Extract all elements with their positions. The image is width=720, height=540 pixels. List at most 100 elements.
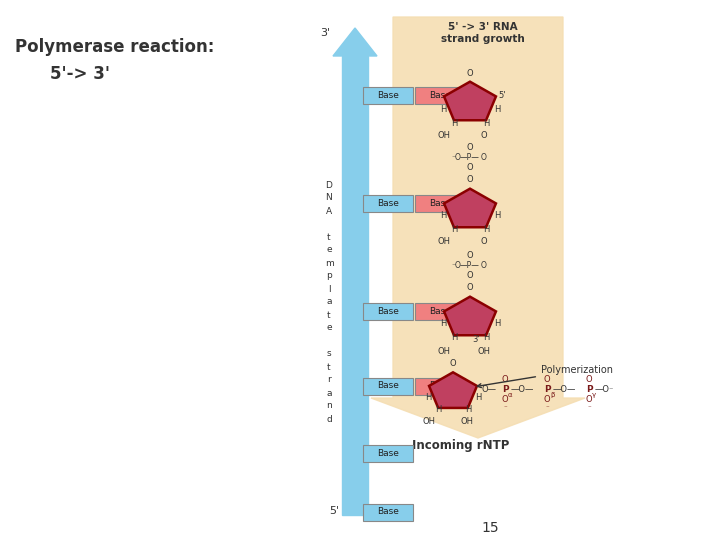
Text: strand growth: strand growth xyxy=(441,34,525,44)
Text: 3': 3' xyxy=(472,335,480,345)
Text: 15: 15 xyxy=(481,521,499,535)
Text: H: H xyxy=(483,118,489,127)
Text: Base: Base xyxy=(377,91,399,99)
Text: O: O xyxy=(467,69,473,78)
Bar xyxy=(363,377,413,395)
Polygon shape xyxy=(371,17,585,438)
Text: Base: Base xyxy=(377,199,399,207)
Bar xyxy=(363,444,413,462)
Text: OH: OH xyxy=(423,417,436,427)
Text: H: H xyxy=(435,406,441,415)
Text: —P—: —P— xyxy=(460,260,480,269)
Text: O: O xyxy=(481,260,487,269)
Bar xyxy=(415,86,465,104)
Text: ⁻: ⁻ xyxy=(503,405,507,411)
Bar xyxy=(363,86,413,104)
Text: 3': 3' xyxy=(320,28,330,38)
Text: O: O xyxy=(502,395,508,404)
Text: —P—: —P— xyxy=(460,153,480,163)
Text: H: H xyxy=(451,334,457,342)
Text: H: H xyxy=(451,118,457,127)
Text: m: m xyxy=(325,259,333,267)
Text: H: H xyxy=(440,320,446,328)
Text: O—: O— xyxy=(481,386,496,395)
Text: ⁻: ⁻ xyxy=(587,405,591,411)
Text: O: O xyxy=(467,251,473,260)
Text: H: H xyxy=(483,226,489,234)
Text: p: p xyxy=(326,272,332,280)
Text: 5': 5' xyxy=(498,91,505,99)
Text: O: O xyxy=(450,360,456,368)
Text: t: t xyxy=(327,362,330,372)
Text: n: n xyxy=(326,402,332,410)
Polygon shape xyxy=(429,372,477,408)
Text: r: r xyxy=(327,375,331,384)
Bar xyxy=(363,503,413,521)
Text: Incoming rNTP: Incoming rNTP xyxy=(413,438,510,451)
Text: N: N xyxy=(325,193,333,202)
Text: H: H xyxy=(440,212,446,220)
Text: α: α xyxy=(508,392,513,398)
Text: e: e xyxy=(326,323,332,333)
Bar xyxy=(415,194,465,212)
Text: ⁻O: ⁻O xyxy=(451,260,461,269)
Text: 5'-> 3': 5'-> 3' xyxy=(50,65,110,83)
Text: OH: OH xyxy=(438,238,451,246)
Text: O: O xyxy=(481,131,487,139)
Text: Base: Base xyxy=(429,91,451,99)
Text: O: O xyxy=(544,375,550,384)
Polygon shape xyxy=(444,188,496,227)
Text: β: β xyxy=(550,392,554,398)
Text: P: P xyxy=(544,386,550,395)
Text: O: O xyxy=(467,176,473,185)
Bar xyxy=(363,302,413,320)
Text: O: O xyxy=(502,375,508,384)
Text: H: H xyxy=(425,394,431,402)
Text: P: P xyxy=(585,386,593,395)
Text: s: s xyxy=(327,349,331,359)
Text: t: t xyxy=(327,233,330,241)
Text: —O—: —O— xyxy=(553,386,577,395)
Polygon shape xyxy=(333,28,377,56)
Text: 5': 5' xyxy=(329,506,339,516)
Polygon shape xyxy=(444,296,496,335)
Bar xyxy=(415,302,465,320)
Text: H: H xyxy=(451,226,457,234)
Text: —O—: —O— xyxy=(511,386,534,395)
Text: H: H xyxy=(494,212,500,220)
Text: H: H xyxy=(440,105,446,113)
Text: t: t xyxy=(327,310,330,320)
Text: a: a xyxy=(326,388,332,397)
Text: Base: Base xyxy=(377,307,399,315)
Text: O: O xyxy=(544,395,550,404)
Text: 5' -> 3' RNA: 5' -> 3' RNA xyxy=(448,22,518,32)
Text: P: P xyxy=(502,386,508,395)
Text: O: O xyxy=(467,271,473,280)
Text: —O⁻: —O⁻ xyxy=(595,386,614,395)
Text: H: H xyxy=(494,320,500,328)
Text: H: H xyxy=(483,334,489,342)
Text: D: D xyxy=(325,180,333,190)
Text: O: O xyxy=(467,284,473,293)
Text: O: O xyxy=(481,153,487,163)
Bar xyxy=(342,56,368,515)
Text: Base: Base xyxy=(429,199,451,207)
Text: OH: OH xyxy=(477,347,490,355)
Text: OH: OH xyxy=(438,131,451,139)
Text: a: a xyxy=(326,298,332,307)
Text: H: H xyxy=(474,394,481,402)
Text: d: d xyxy=(326,415,332,423)
Text: H: H xyxy=(465,406,471,415)
Text: O: O xyxy=(467,164,473,172)
Text: Base: Base xyxy=(377,381,399,390)
Text: Polymerase reaction:: Polymerase reaction: xyxy=(15,38,215,56)
Text: Base: Base xyxy=(429,307,451,315)
Text: γ: γ xyxy=(592,392,596,398)
Text: e: e xyxy=(326,246,332,254)
Text: Polymerization: Polymerization xyxy=(477,365,613,388)
Bar xyxy=(415,377,465,395)
Text: O: O xyxy=(585,375,593,384)
Text: O: O xyxy=(481,238,487,246)
Polygon shape xyxy=(444,82,496,120)
Text: l: l xyxy=(328,285,330,294)
